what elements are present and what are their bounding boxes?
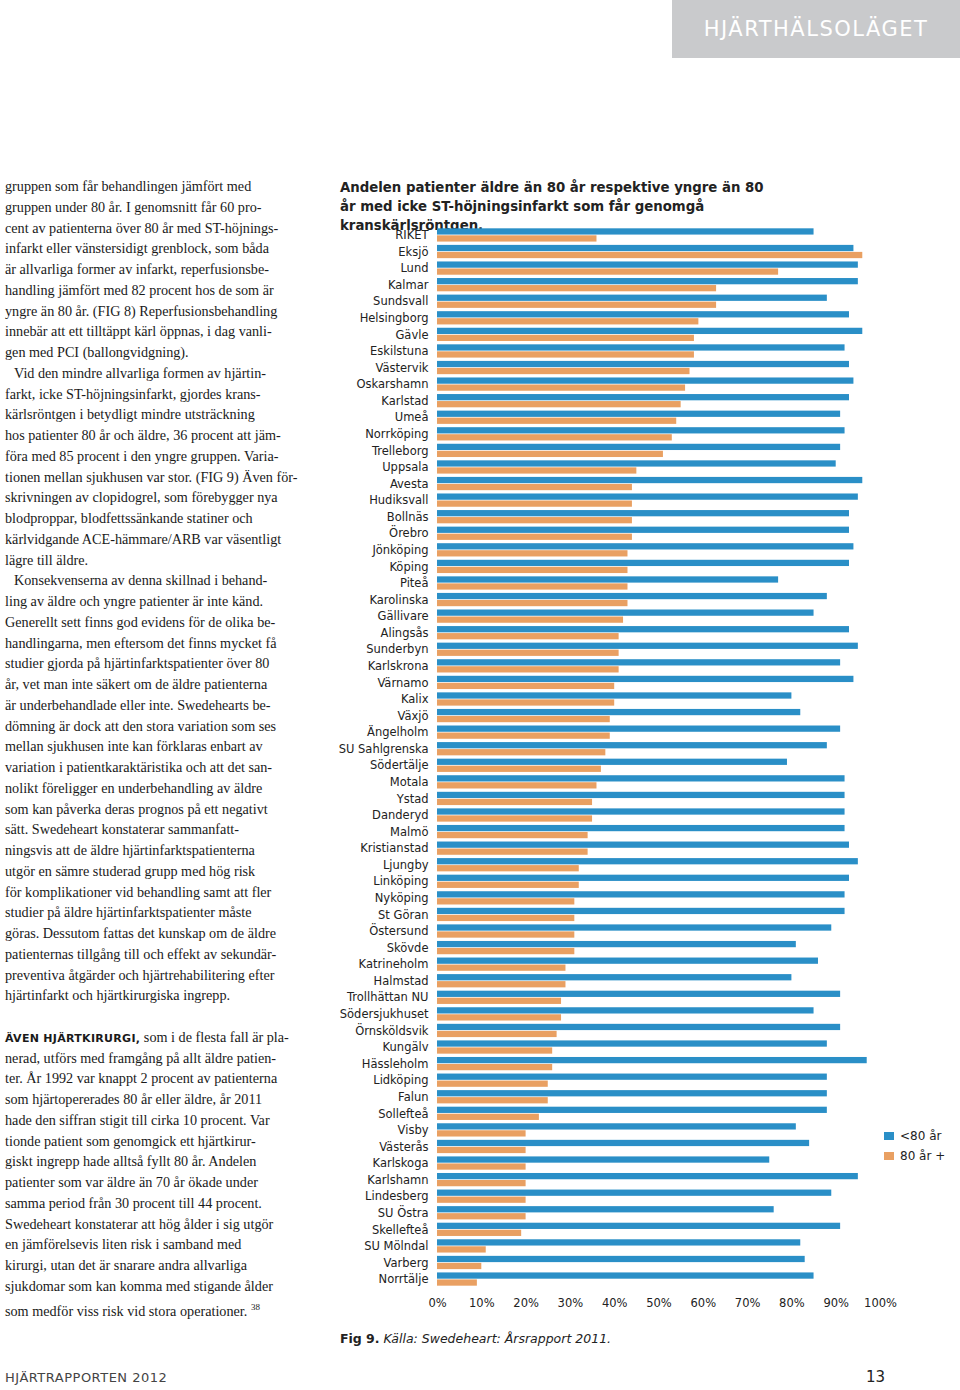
svg-text:Örnsköldsvik: Örnsköldsvik bbox=[355, 1022, 429, 1038]
svg-text:Oskarshamn: Oskarshamn bbox=[356, 377, 428, 391]
svg-text:Karlskoga: Karlskoga bbox=[373, 1156, 429, 1170]
svg-text:Visby: Visby bbox=[398, 1123, 429, 1137]
svg-text:100%: 100% bbox=[864, 1296, 897, 1310]
svg-text:Jönköping: Jönköping bbox=[371, 543, 428, 557]
svg-text:Karlshamn: Karlshamn bbox=[367, 1173, 428, 1187]
svg-text:Karlstad: Karlstad bbox=[381, 394, 428, 408]
svg-text:90%: 90% bbox=[823, 1296, 849, 1310]
svg-text:Västervik: Västervik bbox=[376, 361, 429, 375]
svg-text:Karlskrona: Karlskrona bbox=[368, 659, 429, 673]
svg-text:70%: 70% bbox=[735, 1296, 761, 1310]
svg-text:Avesta: Avesta bbox=[390, 477, 429, 491]
svg-text:Nyköping: Nyköping bbox=[375, 891, 429, 905]
svg-text:Skövde: Skövde bbox=[387, 941, 429, 955]
svg-text:60%: 60% bbox=[691, 1296, 717, 1310]
svg-text:Varberg: Varberg bbox=[384, 1256, 429, 1270]
svg-text:Trelleborg: Trelleborg bbox=[371, 444, 429, 458]
svg-text:Södersjukhuset: Södersjukhuset bbox=[340, 1007, 429, 1021]
svg-text:Örebro: Örebro bbox=[389, 524, 428, 540]
svg-text:Motala: Motala bbox=[390, 775, 429, 789]
svg-text:Katrineholm: Katrineholm bbox=[359, 957, 429, 971]
svg-text:Danderyd: Danderyd bbox=[372, 808, 428, 822]
svg-text:SU Sahlgrenska: SU Sahlgrenska bbox=[339, 742, 429, 756]
svg-text:Trollhättan NU: Trollhättan NU bbox=[346, 990, 429, 1004]
svg-text:Norrköping: Norrköping bbox=[365, 427, 428, 441]
svg-text:Falun: Falun bbox=[398, 1090, 428, 1104]
svg-text:20%: 20% bbox=[513, 1296, 539, 1310]
svg-text:Lidköping: Lidköping bbox=[373, 1073, 428, 1087]
svg-text:Malmö: Malmö bbox=[390, 825, 428, 839]
svg-text:St Göran: St Göran bbox=[378, 908, 428, 922]
svg-text:Alingsås: Alingsås bbox=[381, 626, 429, 640]
svg-text:Linköping: Linköping bbox=[373, 874, 428, 888]
svg-text:SU Mölndal: SU Mölndal bbox=[364, 1239, 428, 1253]
svg-text:Hässleholm: Hässleholm bbox=[362, 1057, 429, 1071]
svg-text:Ängelholm: Ängelholm bbox=[367, 724, 428, 739]
svg-text:Sunderbyn: Sunderbyn bbox=[366, 642, 428, 656]
svg-text:Kungälv: Kungälv bbox=[383, 1040, 429, 1054]
svg-text:Köping: Köping bbox=[389, 560, 428, 574]
svg-text:80%: 80% bbox=[779, 1296, 805, 1310]
svg-text:Halmstad: Halmstad bbox=[374, 974, 429, 988]
svg-text:Värnamo: Värnamo bbox=[377, 676, 428, 690]
svg-text:Sollefteå: Sollefteå bbox=[378, 1107, 428, 1121]
svg-text:Bollnäs: Bollnäs bbox=[387, 510, 429, 524]
svg-text:Lund: Lund bbox=[400, 261, 428, 275]
svg-text:Umeå: Umeå bbox=[395, 410, 429, 424]
svg-text:40%: 40% bbox=[602, 1296, 628, 1310]
svg-text:30%: 30% bbox=[558, 1296, 584, 1310]
svg-text:Gävle: Gävle bbox=[395, 328, 428, 342]
svg-text:Västerås: Västerås bbox=[379, 1140, 428, 1154]
svg-text:Sundsvall: Sundsvall bbox=[373, 294, 428, 308]
svg-text:Hudiksvall: Hudiksvall bbox=[369, 493, 428, 507]
svg-text:Helsingborg: Helsingborg bbox=[360, 311, 429, 325]
svg-text:Lindesberg: Lindesberg bbox=[365, 1189, 428, 1203]
svg-text:Gällivare: Gällivare bbox=[378, 609, 429, 623]
svg-text:Ystad: Ystad bbox=[396, 792, 429, 806]
svg-text:Eksjö: Eksjö bbox=[398, 245, 428, 259]
svg-text:Skellefteå: Skellefteå bbox=[372, 1223, 429, 1237]
svg-text:Växjö: Växjö bbox=[397, 709, 428, 723]
svg-text:Eskilstuna: Eskilstuna bbox=[370, 344, 428, 358]
svg-text:Ljungby: Ljungby bbox=[383, 858, 429, 872]
svg-text:RIKET: RIKET bbox=[395, 228, 429, 242]
svg-text:Kalmar: Kalmar bbox=[388, 278, 429, 292]
svg-text:0%: 0% bbox=[428, 1296, 446, 1310]
svg-text:Kristianstad: Kristianstad bbox=[360, 841, 428, 855]
svg-text:Östersund: Östersund bbox=[369, 922, 428, 938]
svg-text:Piteå: Piteå bbox=[400, 576, 429, 590]
svg-text:Södertälje: Södertälje bbox=[370, 758, 428, 772]
svg-text:Kalix: Kalix bbox=[401, 692, 429, 706]
svg-text:Karolinska: Karolinska bbox=[369, 593, 428, 607]
svg-text:Uppsala: Uppsala bbox=[382, 460, 428, 474]
svg-text:10%: 10% bbox=[469, 1296, 495, 1310]
svg-text:Norrtälje: Norrtälje bbox=[379, 1272, 429, 1286]
svg-text:50%: 50% bbox=[646, 1296, 672, 1310]
svg-text:SU Östra: SU Östra bbox=[378, 1204, 429, 1220]
